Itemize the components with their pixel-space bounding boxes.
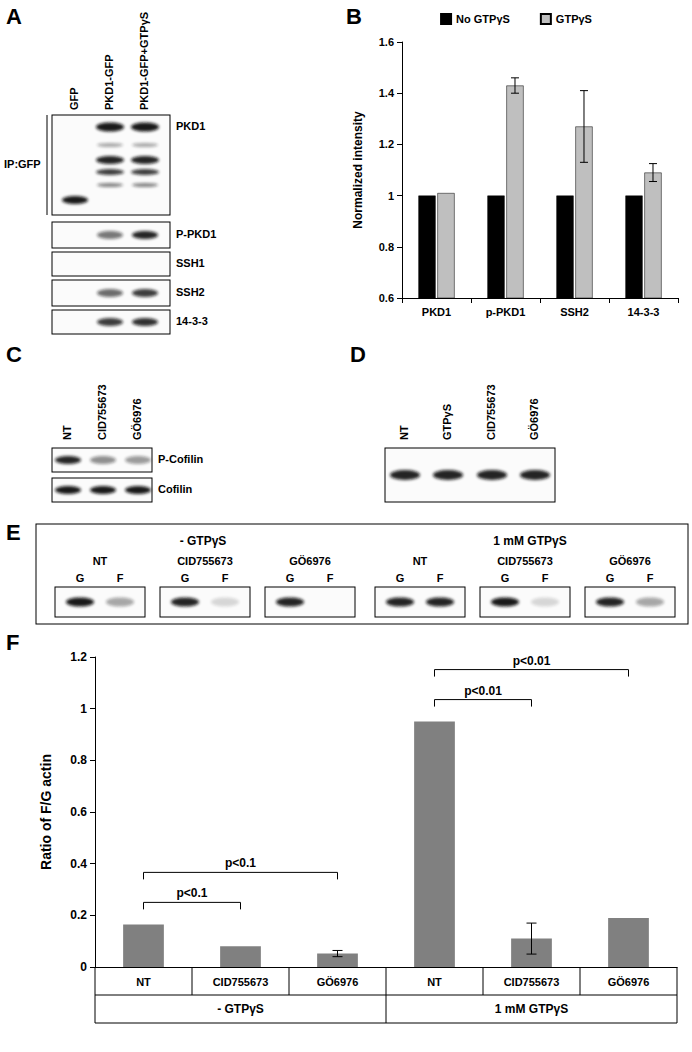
svg-text:SSH2: SSH2 [176,286,205,298]
svg-text:G: G [76,572,85,584]
svg-text:1: 1 [388,190,394,202]
svg-text:NT: NT [61,425,73,440]
svg-text:Cofilin: Cofilin [158,483,192,495]
svg-text:GÖ6976: GÖ6976 [317,976,359,988]
svg-text:PKD1-GFP+GTPγS: PKD1-GFP+GTPγS [138,12,150,110]
svg-text:GÖ6976: GÖ6976 [528,398,540,440]
svg-text:PKD1: PKD1 [422,306,451,318]
svg-text:1 mM GTPγS: 1 mM GTPγS [495,1002,568,1016]
svg-text:G: G [606,572,615,584]
svg-text:- GTPγS: - GTPγS [217,1002,264,1016]
svg-text:CID755673: CID755673 [177,555,233,567]
svg-text:CID755673: CID755673 [213,976,269,988]
svg-text:IP:GFP: IP:GFP [4,158,41,170]
svg-text:p<0.1: p<0.1 [176,886,207,900]
svg-text:No GTPγS: No GTPγS [456,13,510,25]
svg-text:PKD1: PKD1 [176,120,205,132]
svg-text:0.2: 0.2 [70,908,87,922]
svg-text:0.8: 0.8 [70,753,87,767]
svg-text:SSH2: SSH2 [560,306,589,318]
svg-text:B: B [346,4,362,29]
svg-text:GÖ6976: GÖ6976 [609,555,651,567]
svg-text:GÖ6976: GÖ6976 [608,976,650,988]
svg-text:1 mM GTPγS: 1 mM GTPγS [493,534,566,548]
svg-text:1.6: 1.6 [379,36,394,48]
svg-text:F: F [437,572,444,584]
svg-text:NT: NT [413,555,428,567]
svg-text:1: 1 [80,702,87,716]
svg-text:PKD1-GFP: PKD1-GFP [103,54,115,110]
svg-text:GTPγS: GTPγS [556,13,592,25]
svg-text:A: A [6,4,22,29]
svg-text:F: F [647,572,654,584]
svg-text:0.6: 0.6 [70,805,87,819]
svg-text:0: 0 [80,960,87,974]
svg-text:G: G [286,572,295,584]
svg-text:GTPγS: GTPγS [441,404,453,440]
svg-text:G: G [501,572,510,584]
svg-text:NT: NT [136,976,151,988]
svg-text:C: C [6,342,22,367]
svg-text:p<0.1: p<0.1 [225,856,256,870]
svg-text:G: G [181,572,190,584]
svg-text:1.4: 1.4 [379,87,395,99]
svg-text:Ratio of F/G actin: Ratio of F/G actin [38,754,54,870]
svg-text:p<0.01: p<0.01 [513,654,551,668]
svg-text:F: F [222,572,229,584]
svg-text:0.8: 0.8 [379,241,394,253]
svg-text:0.6: 0.6 [379,292,394,304]
svg-text:GÖ6976: GÖ6976 [131,398,143,440]
svg-text:p<0.01: p<0.01 [464,684,502,698]
svg-text:F: F [117,572,124,584]
svg-text:CID755673: CID755673 [485,384,497,440]
svg-text:SSH1: SSH1 [176,257,205,269]
svg-text:0.4: 0.4 [70,857,87,871]
svg-text:CID755673: CID755673 [96,384,108,440]
svg-text:P-Cofilin: P-Cofilin [158,453,203,465]
svg-text:F: F [542,572,549,584]
svg-text:CID755673: CID755673 [497,555,553,567]
svg-text:GFP: GFP [68,87,80,110]
svg-text:NT: NT [93,555,108,567]
svg-text:NT: NT [427,976,442,988]
svg-text:CID755673: CID755673 [504,976,560,988]
svg-text:F: F [6,630,19,655]
svg-text:GÖ6976: GÖ6976 [289,555,331,567]
svg-text:14-3-3: 14-3-3 [176,315,208,327]
svg-text:p-PKD1: p-PKD1 [486,306,526,318]
svg-text:Normalized intensity: Normalized intensity [351,111,365,229]
svg-text:NT: NT [398,425,410,440]
svg-text:E: E [6,520,21,545]
svg-text:G: G [396,572,405,584]
svg-text:14-3-3: 14-3-3 [628,306,660,318]
svg-text:D: D [350,342,366,367]
svg-text:P-PKD1: P-PKD1 [176,228,216,240]
svg-text:F: F [327,572,334,584]
svg-text:1.2: 1.2 [70,650,87,664]
svg-text:1.2: 1.2 [379,138,394,150]
svg-text:- GTPγS: - GTPγS [180,534,227,548]
